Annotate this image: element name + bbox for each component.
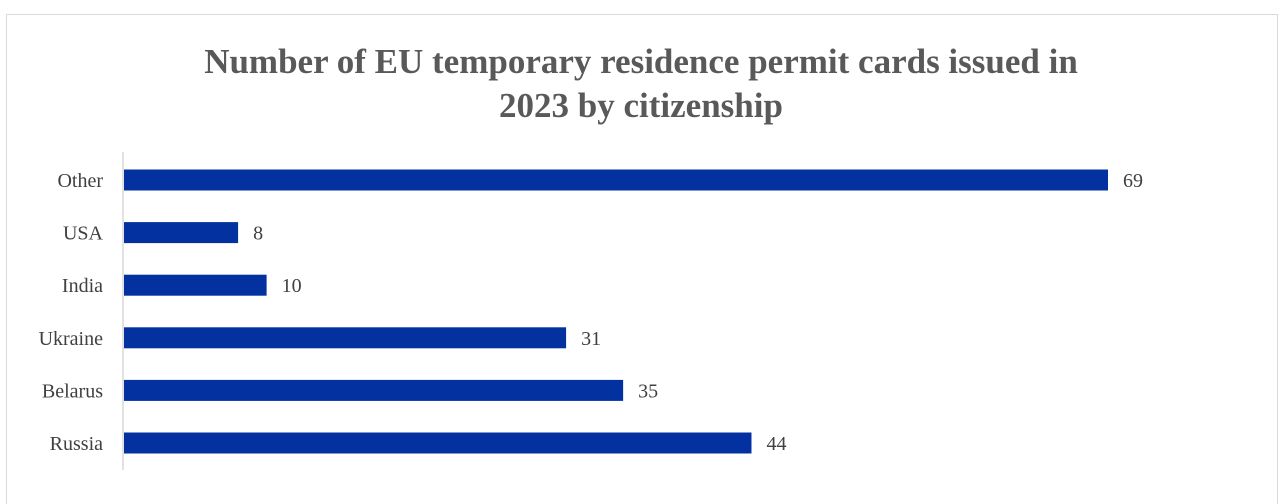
chart-frame — [6, 14, 1278, 504]
bar — [124, 432, 752, 454]
chart-title-line-2: 2023 by citizenship — [499, 86, 783, 125]
category-tick-label: India — [62, 275, 103, 297]
category-tick-label: Belarus — [42, 380, 103, 402]
chart-title-line-1: Number of EU temporary residence permit … — [204, 42, 1078, 81]
category-tick-label: USA — [63, 223, 104, 245]
bar-data-label: 44 — [766, 433, 786, 455]
bar — [124, 379, 624, 401]
bar-data-label: 8 — [253, 223, 263, 245]
bar — [124, 327, 567, 349]
category-tick-label: Ukraine — [39, 328, 104, 350]
bar — [124, 222, 239, 244]
bar-chart-plot: Other 69 USA 8 India 10 Ukraine 31 Belarus 35 Russ… — [39, 152, 1143, 470]
bar-data-label: 35 — [638, 380, 658, 402]
bar-data-label: 31 — [581, 328, 601, 350]
bar — [124, 169, 1108, 191]
chart-title: Number of EU temporary residence permit … — [0, 40, 1282, 128]
bar — [124, 274, 267, 296]
category-tick-label: Other — [57, 170, 103, 192]
category-tick-label: Russia — [50, 433, 103, 455]
bar-data-label: 10 — [282, 275, 302, 297]
bar-data-label: 69 — [1123, 170, 1143, 192]
